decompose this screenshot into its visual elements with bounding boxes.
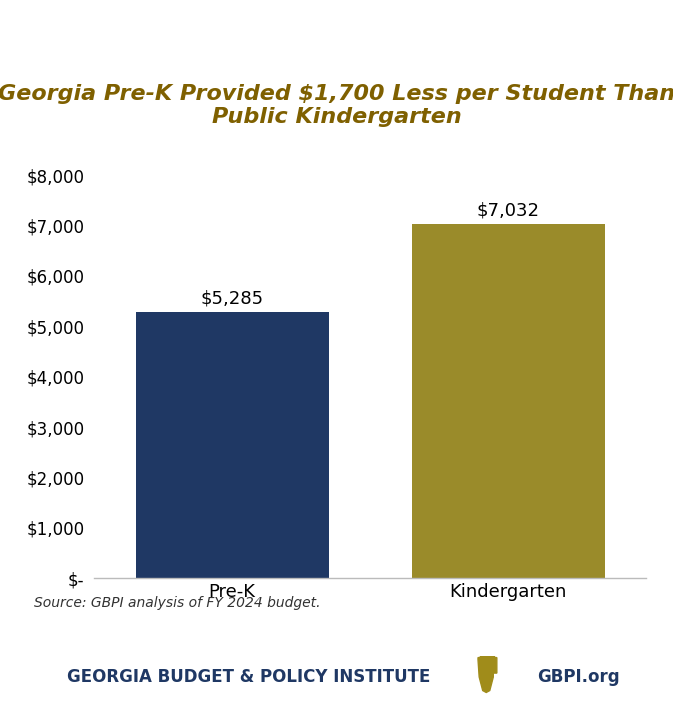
Bar — [411, 224, 604, 578]
Text: Source: GBPI analysis of FY 2024 budget.: Source: GBPI analysis of FY 2024 budget. — [34, 596, 320, 610]
Text: $7,032: $7,032 — [476, 202, 540, 220]
Text: GBPI.org: GBPI.org — [538, 668, 620, 686]
Text: $5,285: $5,285 — [201, 290, 264, 308]
Text: GEORGIA BUDGET & POLICY INSTITUTE: GEORGIA BUDGET & POLICY INSTITUTE — [67, 668, 431, 686]
Polygon shape — [478, 656, 497, 692]
Bar — [136, 312, 328, 578]
Text: Georgia Pre-K Provided $1,700 Less per Student Than
Public Kindergarten: Georgia Pre-K Provided $1,700 Less per S… — [0, 84, 673, 127]
